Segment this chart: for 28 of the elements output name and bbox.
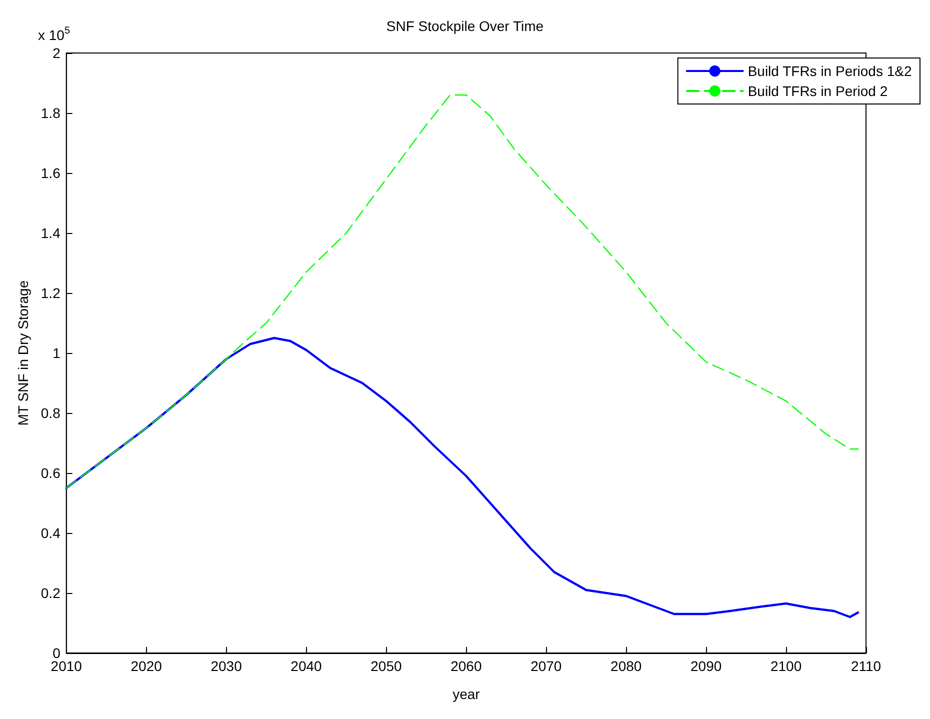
x-tick-label: 2040 [290, 658, 322, 674]
x-tick-label: 2020 [130, 658, 162, 674]
x-tick-label: 2100 [770, 658, 802, 674]
x-axis-title: year [452, 686, 480, 702]
y-tick-label: 1.4 [40, 225, 61, 241]
x-tick-label: 2030 [210, 658, 242, 674]
y-tick-label: 0.6 [40, 465, 61, 481]
y-tick-label: 2 [52, 45, 61, 61]
legend-label: Build TFRs in Periods 1&2 [748, 63, 912, 79]
x-tick-label: 2070 [530, 658, 562, 674]
x-tick-label: 2080 [610, 658, 642, 674]
y-tick-label: 0.4 [40, 525, 61, 541]
y-tick-label: 1.2 [40, 285, 61, 301]
y-tick-label: 0.8 [40, 405, 61, 421]
x-tick-label: 2050 [370, 658, 402, 674]
y-tick-label: 0.2 [40, 585, 61, 601]
chart-title: SNF Stockpile Over Time [386, 18, 544, 34]
line-series [65, 336, 860, 618]
legend-label: Build TFRs in Period 2 [748, 83, 888, 99]
y-tick-label: 0 [52, 645, 61, 661]
y-axis-title: MT SNF in Dry Storage [15, 280, 31, 426]
y-tick-label: 1 [52, 345, 61, 361]
y-tick-label: 1.6 [40, 165, 61, 181]
x-tick-label: 2060 [450, 658, 482, 674]
x-tick-label: 2010 [50, 658, 82, 674]
x-tick-label: 2110 [850, 658, 882, 674]
y-tick-label: 1.8 [40, 105, 61, 121]
x-tick-label: 2090 [690, 658, 722, 674]
